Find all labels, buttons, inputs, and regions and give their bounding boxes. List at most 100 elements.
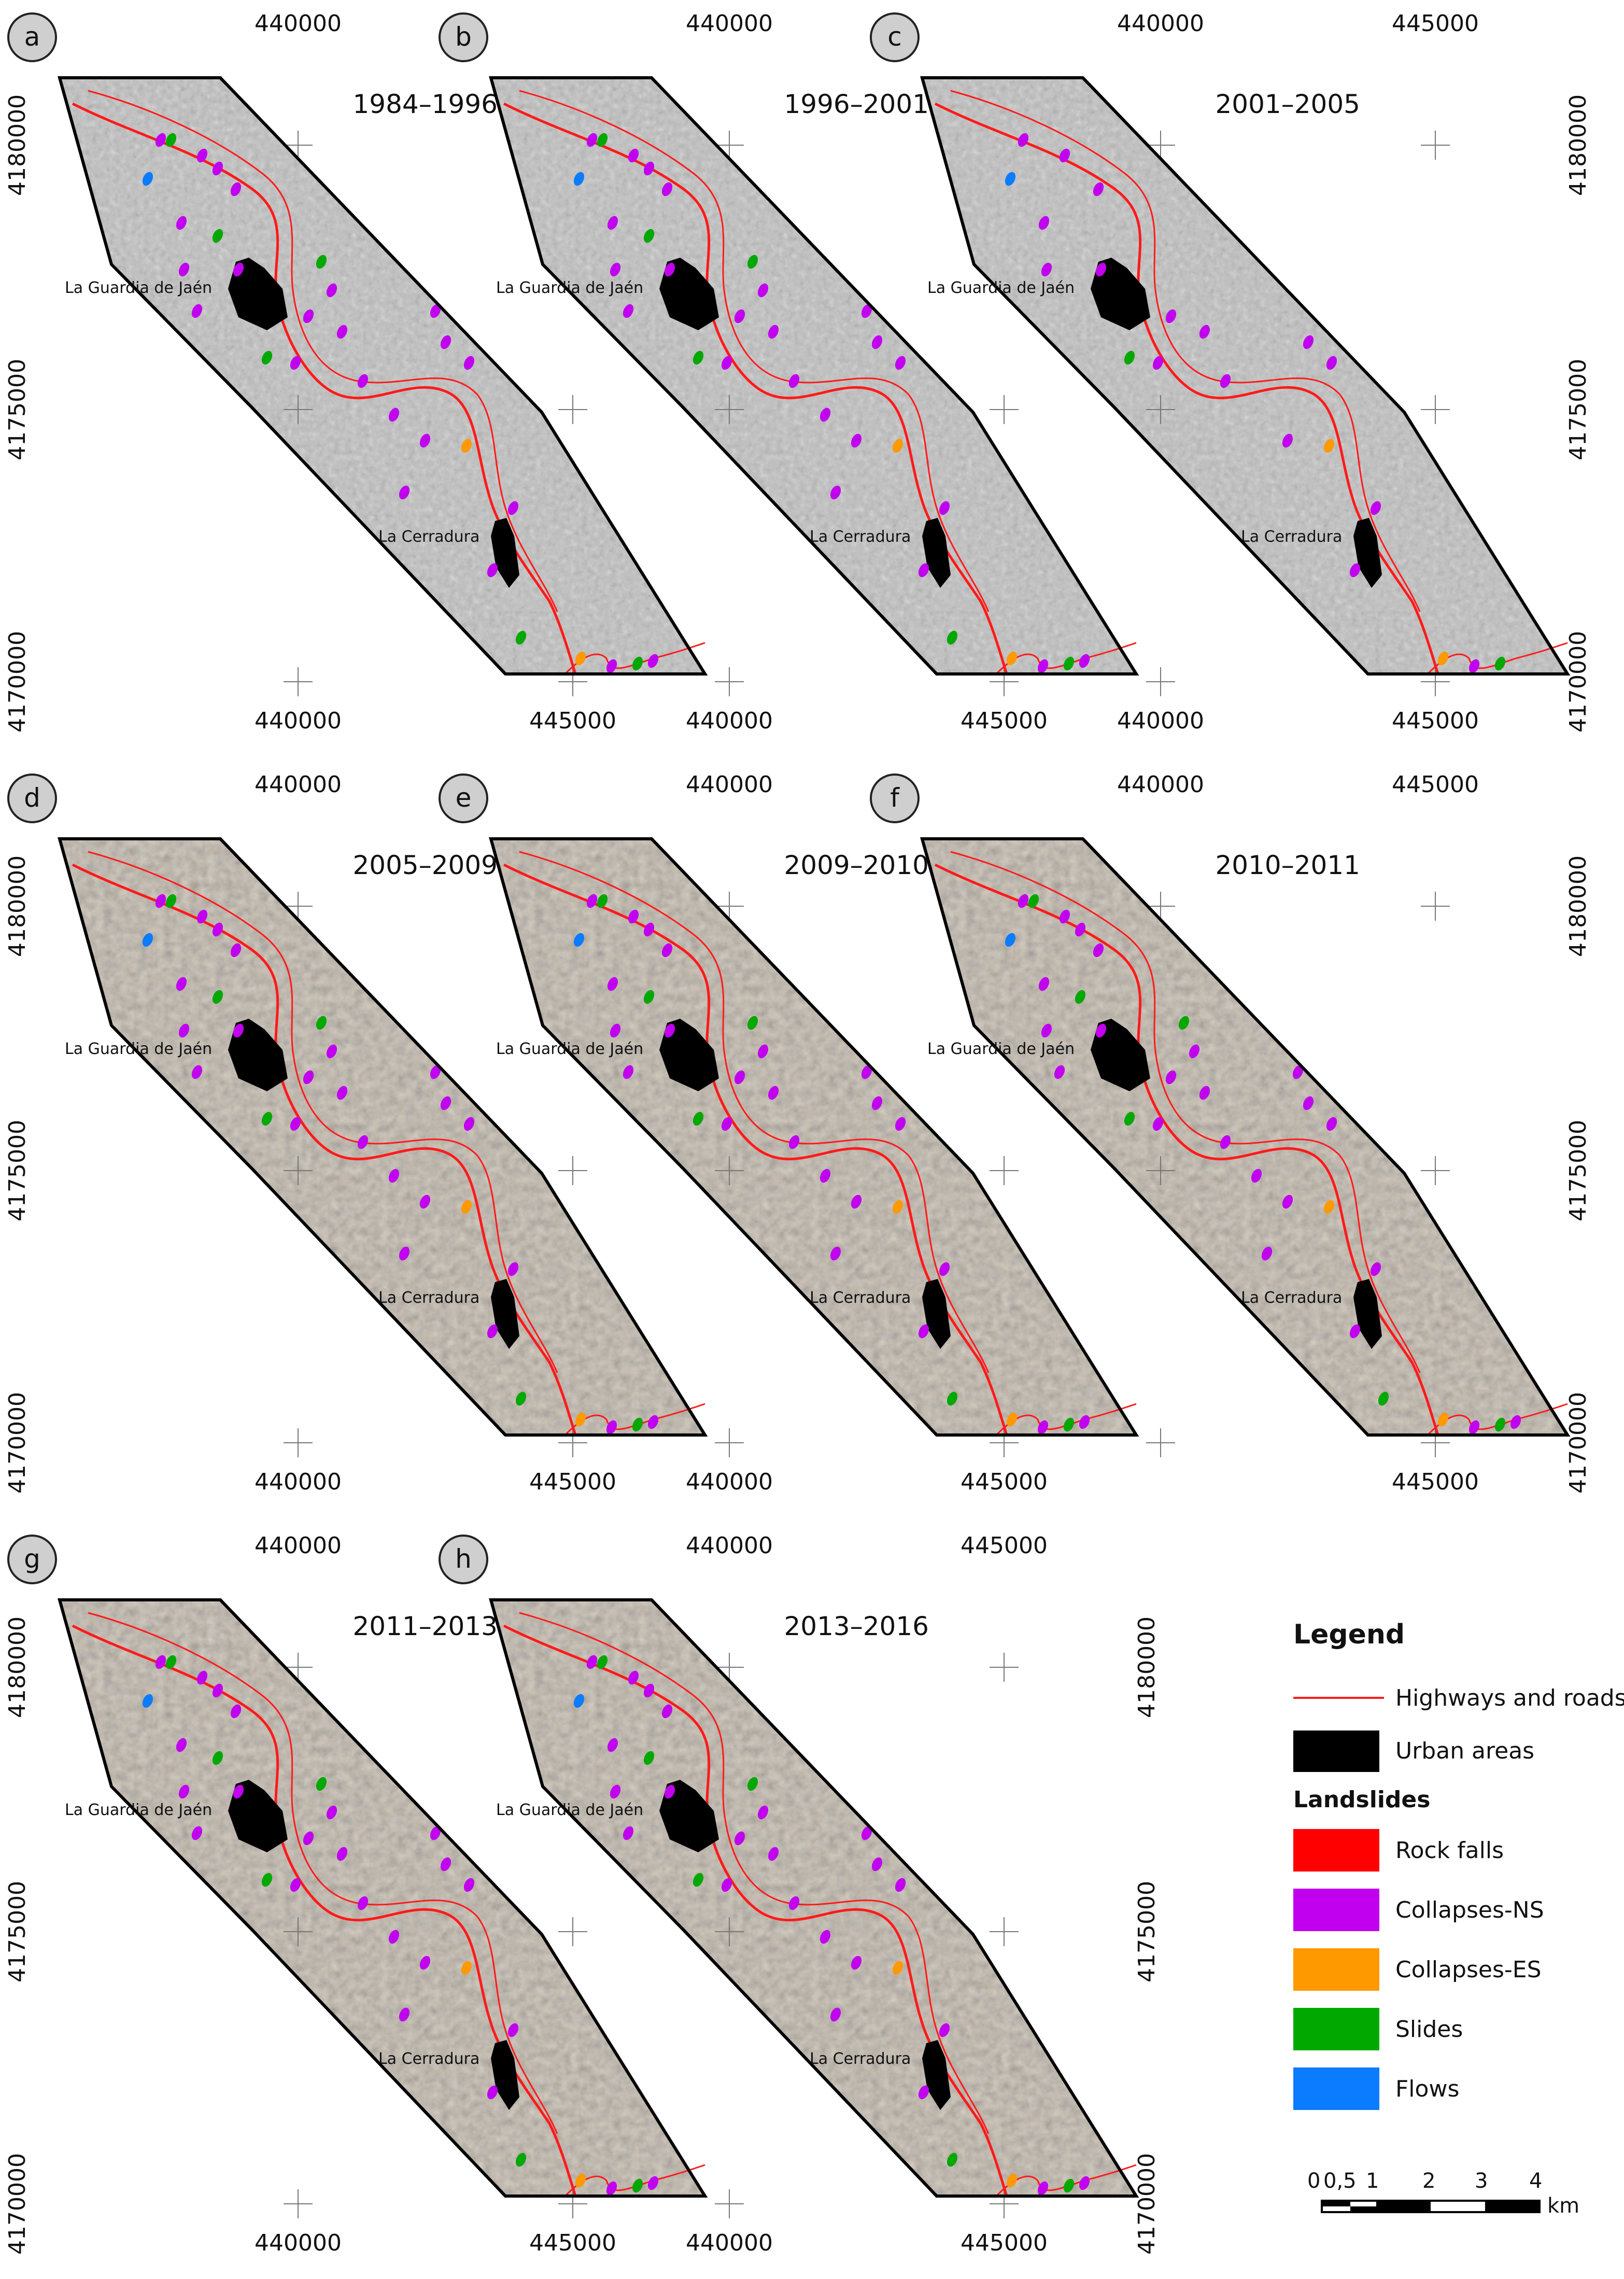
landslide-mark: [326, 1044, 337, 1059]
coordinate-label: 4180000: [4, 94, 31, 196]
coordinate-label: 440000: [1117, 708, 1204, 734]
landslide-mark: [947, 1391, 958, 1406]
urban-area-la-guardia: [228, 258, 288, 330]
landslide-mark: [1079, 2176, 1090, 2190]
town-label-la-cerradura: La Cerradura: [1241, 1289, 1342, 1307]
landslide-mark: [176, 1738, 187, 1752]
legend-landslides-header: Landslides: [1293, 1786, 1430, 1813]
urban-area-la-cerradura: [922, 1279, 951, 1349]
study-area-outline: [58, 1598, 708, 2198]
landslide-mark: [388, 1930, 400, 1944]
town-label-la-guardia: La Guardia de Jaén: [65, 279, 212, 297]
coordinate-label: 440000: [686, 1469, 773, 1495]
landslide-mark: [419, 1956, 431, 1970]
landslide-mark: [196, 909, 208, 924]
roads: [503, 90, 1137, 675]
landslide-mark: [647, 1415, 659, 1429]
legend-flows-label: Flows: [1395, 2076, 1459, 2102]
landslide-mark: [1303, 1096, 1314, 1110]
panel-badge: b: [439, 12, 488, 62]
landslide-mark: [1005, 933, 1016, 947]
landslide-mark: [191, 304, 203, 318]
landslide-mark: [336, 325, 348, 339]
study-area-outline: [920, 76, 1571, 676]
panel-letter: e: [456, 783, 472, 813]
coordinate-label: 440000: [1117, 771, 1204, 798]
legend-slides-label: Slides: [1395, 2016, 1463, 2043]
study-area-outline: [920, 837, 1571, 1437]
landslide-mark: [1059, 148, 1070, 163]
urban-area-la-cerradura: [491, 1279, 519, 1349]
coordinate-label: 445000: [1392, 771, 1479, 798]
study-area-outline: [489, 837, 1139, 1437]
landslide-mark: [1005, 172, 1016, 186]
landslide-mark: [1349, 1324, 1361, 1339]
landslide-mark: [573, 933, 585, 947]
landslide-mark: [895, 1878, 906, 1892]
scale-unit: km: [1547, 2194, 1579, 2218]
landslide-mark: [918, 2085, 929, 2100]
landslide-mark: [1037, 1420, 1049, 1434]
coordinate-label: 440000: [1117, 10, 1204, 37]
panel-badge: h: [439, 1535, 488, 1584]
town-label-la-cerradura: La Cerradura: [378, 528, 479, 546]
landslide-mark: [1028, 894, 1039, 908]
landslide-mark: [212, 229, 223, 243]
urban-swatch: [1293, 1731, 1379, 1772]
town-label-la-guardia: La Guardia de Jaén: [496, 1801, 643, 1819]
coordinate-label: 4170000: [4, 1392, 31, 1494]
scale-tick-3: 3: [1475, 2169, 1488, 2193]
coordinate-label: 4175000: [1134, 1881, 1160, 1982]
landslide-mark: [871, 335, 883, 349]
landslide-mark: [1326, 356, 1337, 370]
period-title: 1984–1996: [353, 89, 498, 119]
landslide-mark: [430, 1065, 441, 1079]
landslide-mark: [515, 2153, 527, 2167]
panel-badge: c: [870, 12, 920, 62]
landslide-mark: [664, 1023, 675, 1038]
landslide-mark: [191, 1065, 203, 1079]
urban-area-la-cerradura: [1353, 1279, 1382, 1349]
landslide-mark: [487, 563, 498, 578]
panel-letter: c: [887, 22, 902, 52]
landslide-mark: [892, 1961, 903, 1975]
landslide-mark: [230, 182, 242, 196]
landslide-mark: [597, 1655, 608, 1669]
urban-area-la-guardia: [1091, 1019, 1150, 1091]
landslide-mark: [388, 407, 400, 422]
landslide-mark: [939, 1262, 950, 1276]
landslide-mark: [230, 943, 242, 958]
landslide-mark: [316, 255, 327, 269]
landslide-mark: [399, 485, 410, 500]
landslide-mark: [1075, 990, 1086, 1004]
coordinate-label: 440000: [686, 1532, 773, 1559]
landslide-mark: [597, 894, 608, 908]
landslide-mark: [643, 229, 655, 243]
landslide-mark: [586, 133, 598, 147]
urban-area-la-guardia: [228, 1019, 288, 1091]
coordinate-label: 4175000: [1565, 359, 1591, 460]
landslide-mark: [357, 374, 369, 388]
landslide-mark: [1220, 374, 1231, 388]
landslide-mark: [947, 2153, 958, 2167]
period-title: 2011–2013: [353, 1611, 498, 1641]
landslide-mark: [643, 990, 655, 1004]
landslide-mark: [647, 654, 659, 668]
period-title: 2013–2016: [784, 1611, 929, 1641]
coordinate-label: 440000: [255, 708, 342, 734]
landslide-mark: [1006, 651, 1018, 666]
landslide-mark: [1037, 2181, 1049, 2196]
landslide-mark: [1063, 1417, 1075, 1432]
landslide-mark: [1468, 659, 1480, 673]
urban-area-la-cerradura: [491, 2040, 519, 2110]
coordinate-label: 440000: [255, 2230, 342, 2256]
scale-tick-2: 2: [1422, 2169, 1435, 2193]
landslide-mark: [212, 161, 223, 176]
coordinate-label: 4175000: [4, 1120, 31, 1221]
landslide-mark: [1018, 133, 1029, 147]
landslide-mark: [461, 1200, 472, 1214]
landslide-mark: [316, 1016, 327, 1030]
landslide-mark: [155, 133, 166, 147]
landslide-mark: [1437, 651, 1449, 666]
coordinate-label: 4180000: [4, 855, 31, 957]
